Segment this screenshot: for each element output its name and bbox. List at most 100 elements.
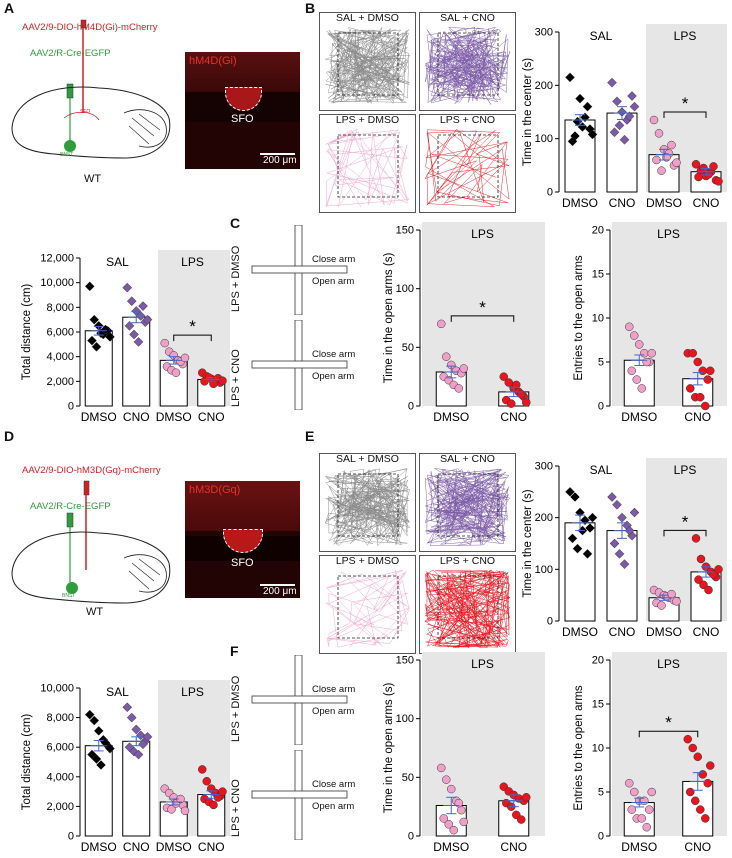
point-A_distance-1-8 <box>138 301 148 311</box>
maze-open-arm-label-f-top: Open arm <box>312 706 355 717</box>
point-B_center-2-1 <box>654 129 664 138</box>
group-label-E_center-0: SAL <box>590 463 613 477</box>
maze-close-arm-label-c-bottom: Close arm <box>312 349 356 360</box>
track-label-lps_dmso: LPS + DMSO <box>320 115 415 126</box>
y-tick-label-F_open_time-3: 150 <box>396 655 414 667</box>
point-A_distance-1-0 <box>122 282 133 293</box>
panel-label-b: B <box>305 0 316 16</box>
bnst-label-a: BNST <box>60 152 74 158</box>
track-line-sal_cno <box>424 26 511 105</box>
point-B_center-3-8 <box>709 162 718 171</box>
maze-f-bottom <box>251 750 348 840</box>
category-label-F_open_entries-0: DMSO <box>621 840 657 854</box>
point-B_center-1-7 <box>619 134 630 145</box>
point-E_center-3-9 <box>714 565 723 574</box>
y-tick-label-C_open_entries-2: 10 <box>592 313 604 325</box>
point-D_distance-1-2 <box>131 724 142 735</box>
category-label-B_center-1: CNO <box>609 196 636 210</box>
track-lps_cno: LPS + CNO <box>419 114 516 213</box>
point-E_center-1-0 <box>607 492 617 502</box>
sig-bracket-E_center <box>663 529 707 537</box>
y-tick-label-C_open_entries-4: 20 <box>592 225 604 237</box>
point-C_open_entries-0-3 <box>640 348 649 358</box>
point-C_open_entries-0-2 <box>635 340 644 349</box>
point-D_distance-3-0 <box>198 765 207 774</box>
point-B_center-2-8 <box>667 140 676 150</box>
point-F_open_entries-0-5 <box>627 805 636 814</box>
panel-label-e: E <box>305 428 315 444</box>
y-tick-label-F_open_entries-1: 5 <box>598 787 604 799</box>
gq-vector-label: AAV2/9-DIO-hM3D(Gq)-mCherry <box>22 465 161 476</box>
sig-bracket-C_open_time <box>450 315 515 322</box>
track-line-sal_cno <box>424 468 511 547</box>
group-label-A_distance-0: SAL <box>106 255 129 269</box>
category-label-E_center-0: DMSO <box>562 625 598 639</box>
track-line-sal_dmso <box>325 26 411 104</box>
y-tick-label-D_distance-2: 4,000 <box>46 771 74 783</box>
track-path-sal_cno <box>424 468 511 547</box>
y-tick-label-D_distance-3: 6,000 <box>46 742 74 754</box>
point-F_open_time-1-8 <box>517 815 526 824</box>
point-B_center-3-9 <box>714 177 723 186</box>
y-tick-label-F_open_entries-2: 10 <box>592 743 604 755</box>
sig-star-A_distance: * <box>189 317 196 336</box>
y-tick-label-B_center-2: 200 <box>535 80 553 92</box>
point-F_open_entries-1-5 <box>686 787 695 797</box>
group-label-E_center-1: LPS <box>674 463 697 477</box>
point-C_open_entries-1-2 <box>693 357 702 367</box>
point-B_center-2-0 <box>649 115 659 125</box>
point-A_distance-0-9 <box>105 332 115 342</box>
point-C_open_entries-1-5 <box>686 384 695 393</box>
y-tick-label-F_open_entries-0: 0 <box>598 831 604 843</box>
category-label-C_open_entries-0: DMSO <box>621 410 657 424</box>
y-tick-label-D_distance-5: 10,000 <box>40 683 74 695</box>
y-axis-label-C_open_time: Time in the open arms (s) <box>383 253 395 384</box>
point-E_center-3-8 <box>709 570 718 579</box>
point-E_center-3-5 <box>694 575 703 584</box>
point-A_distance-3-9 <box>218 376 227 385</box>
category-label-D_distance-0: DMSO <box>81 840 117 854</box>
point-B_center-0-2 <box>575 93 585 104</box>
y-axis-label-D_distance: Total distance (cm) <box>21 714 33 811</box>
point-D_distance-3-8 <box>213 793 223 802</box>
point-F_open_time-0-2 <box>447 784 456 794</box>
chart-title-F_open_time: LPS <box>471 657 494 671</box>
point-F_open_entries-1-7 <box>696 805 705 814</box>
maze-close-arm-label-f-bottom: Close arm <box>312 779 356 790</box>
point-F_open_entries-1-9 <box>706 761 715 770</box>
y-tick-label-A_distance-4: 8,000 <box>46 302 74 314</box>
point-C_open_time-0-8 <box>454 384 463 393</box>
point-B_center-0-0 <box>565 72 575 83</box>
point-A_distance-2-0 <box>160 338 169 348</box>
point-C_open_entries-0-6 <box>632 375 641 384</box>
point-A_distance-1-5 <box>124 320 135 331</box>
category-label-C_open_entries-1: CNO <box>684 410 711 424</box>
point-F_open_entries-0-7 <box>637 814 646 823</box>
point-B_center-0-5 <box>567 136 578 147</box>
track-center-zone-lps_cno <box>437 575 499 639</box>
y-tick-label-F_open_time-1: 50 <box>402 772 414 784</box>
category-label-D_distance-3: CNO <box>198 840 225 854</box>
bnst-label-d: BNST <box>62 593 76 599</box>
y-tick-label-A_distance-3: 6,000 <box>46 327 74 339</box>
category-label-F_open_time-1: CNO <box>500 840 527 854</box>
point-F_open_time-0-9 <box>459 817 468 827</box>
sig-bracket-A_distance <box>173 334 212 342</box>
point-E_center-0-1 <box>570 492 580 502</box>
category-label-D_distance-2: DMSO <box>156 840 192 854</box>
point-F_open_time-0-4 <box>457 805 466 815</box>
chart-D_distance: 0 2,000 4,000 6,000 8,000 10,000 Total distanc… <box>21 680 230 854</box>
point-F_open_entries-1-6 <box>691 796 700 806</box>
chart-C_open_time: 0 50 100 150 Time in the open arms (s) LPS DMS… <box>383 222 545 424</box>
y-tick-label-B_center-3: 300 <box>535 27 553 39</box>
point-C_open_entries-0-7 <box>637 384 646 393</box>
point-F_open_entries-0-9 <box>647 787 656 797</box>
point-E_center-2-8 <box>667 589 676 599</box>
track-lps_dmso: LPS + DMSO <box>319 555 416 654</box>
point-E_center-0-4 <box>585 523 595 533</box>
category-label-A_distance-2: DMSO <box>156 410 192 424</box>
point-B_center-1-4 <box>627 91 637 101</box>
micro-image-a: hM4D(Gi) SFO 200 μm <box>185 52 300 169</box>
point-E_center-1-2 <box>617 512 627 523</box>
point-C_open_entries-0-5 <box>627 366 636 376</box>
